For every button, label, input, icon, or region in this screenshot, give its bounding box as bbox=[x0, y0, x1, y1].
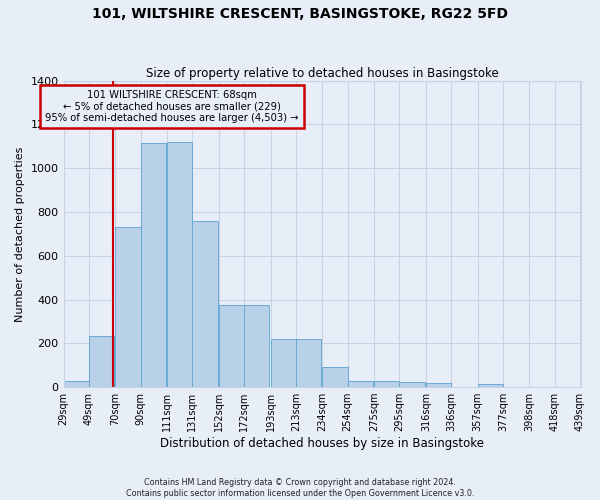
Y-axis label: Number of detached properties: Number of detached properties bbox=[15, 146, 25, 322]
Bar bbox=[89, 336, 114, 387]
Bar bbox=[140, 143, 166, 387]
Bar bbox=[271, 339, 296, 387]
Bar bbox=[64, 380, 89, 387]
Bar bbox=[400, 382, 425, 387]
Bar bbox=[374, 380, 400, 387]
Bar bbox=[478, 384, 503, 387]
Text: 101, WILTSHIRE CRESCENT, BASINGSTOKE, RG22 5FD: 101, WILTSHIRE CRESCENT, BASINGSTOKE, RG… bbox=[92, 8, 508, 22]
Title: Size of property relative to detached houses in Basingstoke: Size of property relative to detached ho… bbox=[146, 66, 499, 80]
Text: 101 WILTSHIRE CRESCENT: 68sqm
← 5% of detached houses are smaller (229)
95% of s: 101 WILTSHIRE CRESCENT: 68sqm ← 5% of de… bbox=[46, 90, 299, 123]
Bar bbox=[219, 305, 244, 387]
Bar bbox=[244, 305, 269, 387]
Bar bbox=[296, 339, 321, 387]
Bar bbox=[322, 368, 347, 387]
X-axis label: Distribution of detached houses by size in Basingstoke: Distribution of detached houses by size … bbox=[160, 437, 484, 450]
Bar bbox=[347, 380, 373, 387]
Bar bbox=[115, 228, 140, 387]
Bar bbox=[426, 382, 451, 387]
Bar bbox=[193, 220, 218, 387]
Text: Contains HM Land Registry data © Crown copyright and database right 2024.
Contai: Contains HM Land Registry data © Crown c… bbox=[126, 478, 474, 498]
Bar bbox=[167, 142, 193, 387]
